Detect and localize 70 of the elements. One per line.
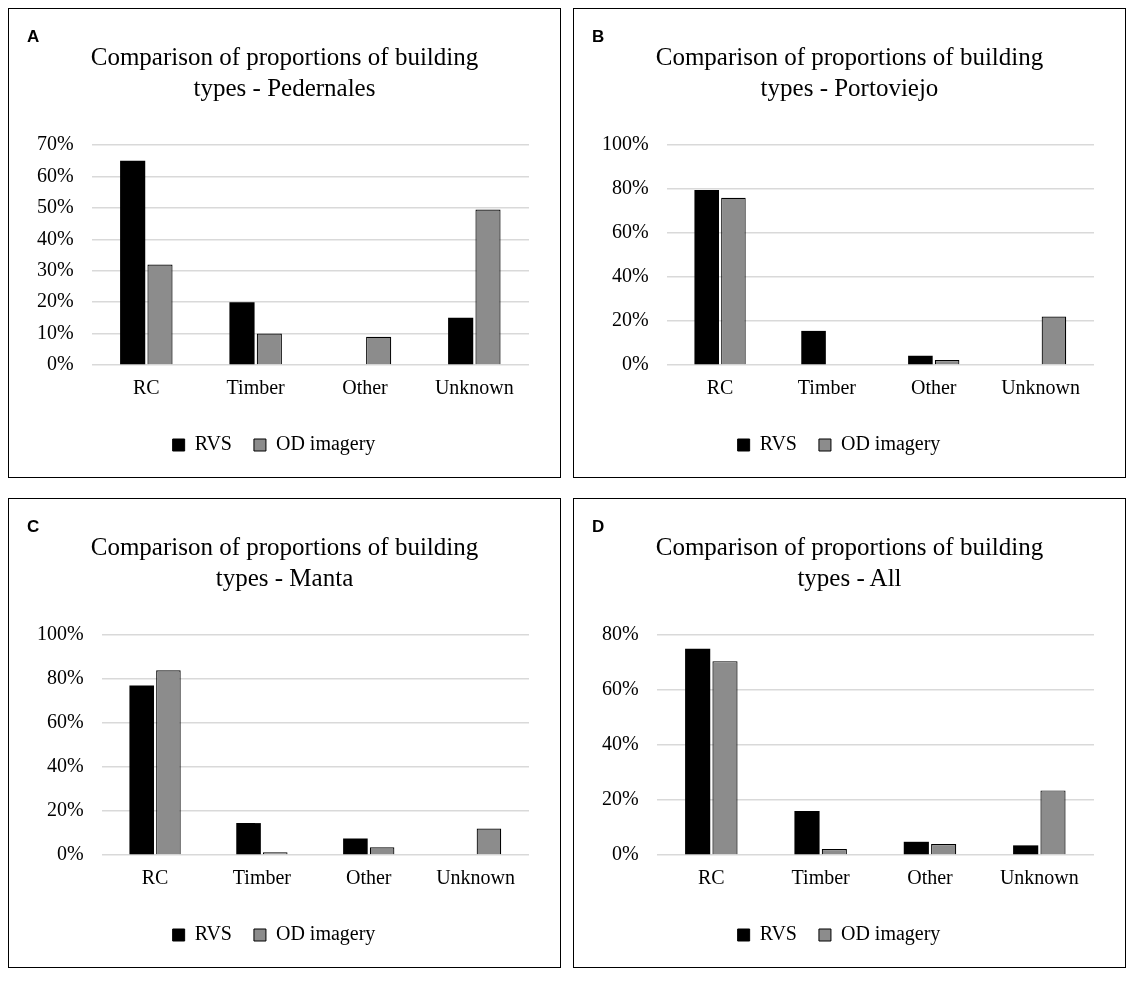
y-tick-label: 60%: [46, 710, 84, 733]
x-tick-label: Unknown: [1001, 376, 1081, 399]
y-tick-label: 0%: [46, 352, 74, 375]
chart-title: Comparison of proportions of building types - Portoviejo: [654, 42, 1045, 103]
bar: [1013, 845, 1039, 855]
legend-label: RVS: [759, 432, 797, 455]
x-tick-label: Unknown: [999, 866, 1079, 889]
y-tick-label: 20%: [46, 798, 84, 821]
y-tick-label: 80%: [601, 622, 639, 645]
y-tick-label: 80%: [611, 176, 649, 199]
y-tick-label: 10%: [36, 320, 74, 343]
legend-label: RVS: [194, 922, 232, 945]
y-tick-label: 0%: [56, 842, 84, 865]
text: B: [592, 27, 605, 47]
bar: [229, 302, 255, 365]
legend-label: OD imagery: [840, 432, 941, 456]
y-tick-label: 40%: [46, 754, 84, 777]
chart-title: Comparison of proportions of building types - All: [654, 532, 1045, 593]
x-tick-label: RC: [706, 376, 734, 399]
y-tick-label: 80%: [46, 666, 84, 689]
chart-title: Comparison of proportions of building types - Manta: [89, 532, 480, 593]
y-tick-label: 60%: [611, 220, 649, 243]
y-tick-label: 0%: [621, 352, 649, 375]
text: D: [592, 517, 605, 537]
x-tick-label: RC: [697, 866, 725, 889]
legend-label: RVS: [759, 922, 797, 945]
x-tick-label: Unknown: [434, 376, 514, 399]
text: A: [27, 27, 40, 47]
y-tick-label: 40%: [611, 264, 649, 287]
x-tick-label: Timber: [226, 376, 286, 399]
bar: [129, 685, 155, 855]
y-tick-label: 100%: [36, 622, 84, 645]
x-tick-label: Unknown: [436, 866, 516, 889]
y-tick-label: 40%: [36, 226, 74, 249]
x-tick-label: Timber: [797, 376, 857, 399]
bar: [685, 648, 711, 855]
y-tick-label: 40%: [601, 732, 639, 755]
y-tick-label: 0%: [611, 842, 639, 865]
bar: [236, 823, 261, 855]
legend-label: OD imagery: [275, 432, 376, 456]
bar: [120, 160, 146, 365]
bar: [908, 355, 933, 365]
chart-title: Comparison of proportions of building types - Pedernales: [89, 42, 480, 103]
x-tick-label: RC: [132, 376, 160, 399]
text: C: [27, 517, 40, 537]
y-tick-label: 20%: [601, 787, 639, 810]
x-tick-label: Timber: [791, 866, 851, 889]
y-tick-label: 30%: [36, 257, 74, 280]
x-tick-label: Other: [907, 866, 954, 889]
y-tick-label: 60%: [601, 677, 639, 700]
bar: [794, 811, 820, 855]
x-tick-label: Timber: [232, 866, 292, 889]
legend-label: OD imagery: [840, 922, 941, 946]
bar: [343, 838, 368, 855]
y-tick-label: 50%: [36, 195, 74, 218]
bar: [448, 317, 474, 365]
legend-label: OD imagery: [275, 922, 376, 946]
y-tick-label: 20%: [36, 289, 74, 312]
legend-label: RVS: [194, 432, 232, 455]
x-tick-label: Other: [345, 866, 392, 889]
bar: [694, 190, 720, 365]
x-tick-label: Other: [910, 376, 957, 399]
y-tick-label: 60%: [36, 163, 74, 186]
bar: [801, 330, 826, 365]
bar: [903, 841, 929, 855]
x-tick-label: Other: [342, 376, 389, 399]
y-tick-label: 70%: [36, 132, 74, 155]
y-tick-label: 20%: [611, 308, 649, 331]
x-tick-label: RC: [141, 866, 169, 889]
y-tick-label: 100%: [601, 132, 649, 155]
